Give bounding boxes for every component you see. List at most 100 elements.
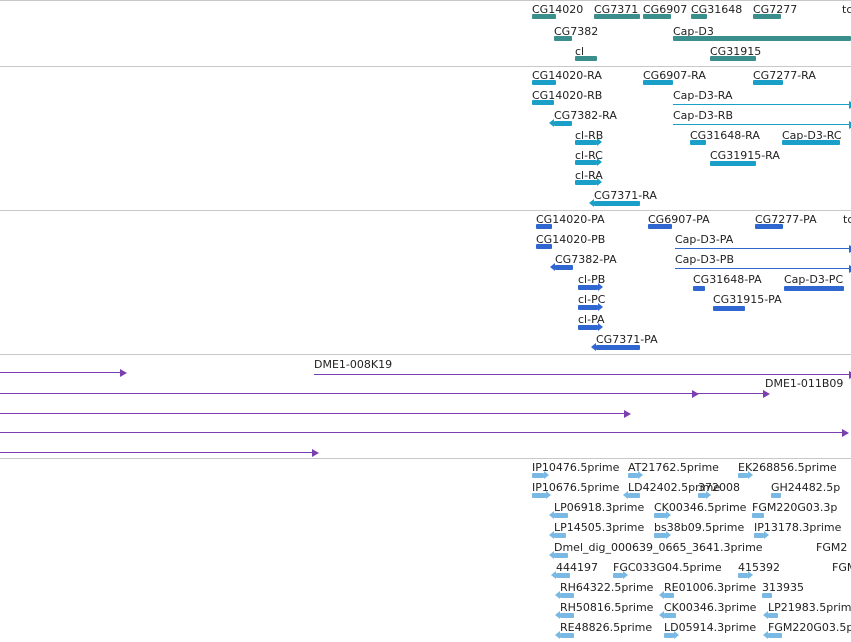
- strand-forward-icon: [764, 531, 769, 539]
- strand-forward-icon: [638, 471, 643, 479]
- feature-glyph: [673, 36, 851, 41]
- strand-forward-icon: [748, 471, 753, 479]
- feature-glyph: [554, 121, 572, 126]
- feature-label: RE01006.3prime: [664, 581, 757, 594]
- feature-glyph: [560, 633, 574, 638]
- strand-reverse-icon: [623, 491, 628, 499]
- feature-glyph: [554, 553, 568, 558]
- feature-line: [0, 393, 694, 394]
- feature-label: IP10476.5prime: [532, 461, 620, 474]
- strand-reverse-icon: [549, 531, 554, 539]
- feature-glyph: [754, 533, 764, 538]
- feature-line: [675, 248, 851, 249]
- feature-label: CG14020-PB: [536, 233, 606, 246]
- feature-label: 415392: [738, 561, 780, 574]
- feature-arrowhead: [624, 410, 631, 418]
- feature-label: EK268856.5prime: [738, 461, 837, 474]
- feature-label: IP10676.5prime: [532, 481, 620, 494]
- strand-forward-icon: [597, 158, 602, 166]
- feature-glyph: [762, 593, 772, 598]
- feature-glyph: [654, 513, 666, 518]
- feature-label: CG7371-PA: [596, 333, 658, 346]
- feature-label: Cap-D3-RB: [673, 109, 734, 122]
- feature-glyph: [628, 493, 640, 498]
- feature-glyph: [710, 161, 756, 166]
- strand-reverse-icon: [591, 343, 596, 351]
- strand-forward-icon: [748, 571, 753, 579]
- feature-label: CG31648-PA: [693, 273, 762, 286]
- feature-label: CG14020: [532, 3, 584, 16]
- feature-line: [0, 372, 122, 373]
- feature-label: LP06918.3prime: [554, 501, 645, 514]
- feature-glyph: [578, 285, 598, 290]
- feature-glyph: [713, 306, 745, 311]
- feature-label: cl-RA: [575, 169, 603, 182]
- feature-arrowhead: [312, 449, 319, 457]
- feature-label: CG7382-RA: [554, 109, 617, 122]
- feature-line: [0, 432, 844, 433]
- feature-label: cl-PC: [578, 293, 606, 306]
- feature-glyph: [536, 244, 552, 249]
- feature-glyph: [555, 265, 573, 270]
- feature-glyph: [768, 613, 778, 618]
- feature-label: 313935: [762, 581, 804, 594]
- feature-label: CG31915: [710, 45, 762, 58]
- feature-label: LD42402.5prime: [628, 481, 721, 494]
- feature-glyph: [771, 493, 781, 498]
- strand-reverse-icon: [549, 511, 554, 519]
- feature-line: [314, 374, 851, 375]
- feature-glyph: [648, 224, 672, 229]
- feature-glyph: [554, 36, 572, 41]
- feature-glyph: [575, 180, 597, 185]
- feature-arrowhead: [692, 390, 699, 398]
- feature-label: CK00346.5prime: [654, 501, 747, 514]
- strand-reverse-icon: [763, 631, 768, 639]
- feature-glyph: [575, 56, 597, 61]
- feature-label: Cap-D3-RC: [782, 129, 842, 142]
- feature-label: CG6907-RA: [643, 69, 706, 82]
- feature-label: CG7277: [753, 3, 798, 16]
- strand-reverse-icon: [555, 631, 560, 639]
- feature-label: cl-PB: [578, 273, 606, 286]
- feature-glyph: [768, 633, 782, 638]
- feature-label: CG7382-PA: [555, 253, 617, 266]
- feature-glyph: [710, 56, 756, 61]
- feature-label: Cap-D3-RA: [673, 89, 733, 102]
- feature-label: tc: [843, 213, 851, 226]
- feature-label: CG7277-PA: [755, 213, 817, 226]
- feature-label: CG7382: [554, 25, 599, 38]
- feature-label: cl-PA: [578, 313, 605, 326]
- feature-label: LP14505.3prime: [554, 521, 645, 534]
- feature-label: CG7371-RA: [594, 189, 657, 202]
- feature-glyph: [594, 14, 640, 19]
- feature-label: RH64322.5prime: [560, 581, 654, 594]
- feature-label: bs38b09.5prime: [654, 521, 745, 534]
- strand-forward-icon: [674, 631, 679, 639]
- feature-glyph: [594, 201, 640, 206]
- feature-label: CG6907-PA: [648, 213, 710, 226]
- strand-reverse-icon: [549, 119, 554, 127]
- feature-glyph: [664, 593, 674, 598]
- strand-reverse-icon: [659, 591, 664, 599]
- strand-forward-icon: [597, 138, 602, 146]
- feature-glyph: [782, 140, 840, 145]
- feature-arrowhead: [849, 265, 851, 273]
- feature-glyph: [643, 14, 671, 19]
- feature-glyph: [628, 473, 638, 478]
- feature-line: [0, 452, 314, 453]
- strand-reverse-icon: [659, 611, 664, 619]
- feature-glyph: [753, 80, 783, 85]
- feature-glyph: [738, 573, 748, 578]
- feature-label: CG14020-PA: [536, 213, 605, 226]
- feature-label: FGM220G03.5p: [768, 621, 851, 634]
- strand-forward-icon: [598, 283, 603, 291]
- strand-forward-icon: [598, 303, 603, 311]
- feature-label: CG31915-PA: [713, 293, 782, 306]
- feature-line: [673, 104, 851, 105]
- feature-glyph: [643, 80, 673, 85]
- transcript-track: CG14020-RA CG6907-RA CG7277-RA CG14020-RB Ca…: [0, 66, 851, 211]
- strand-reverse-icon: [763, 611, 768, 619]
- feature-label: CG7277-RA: [753, 69, 816, 82]
